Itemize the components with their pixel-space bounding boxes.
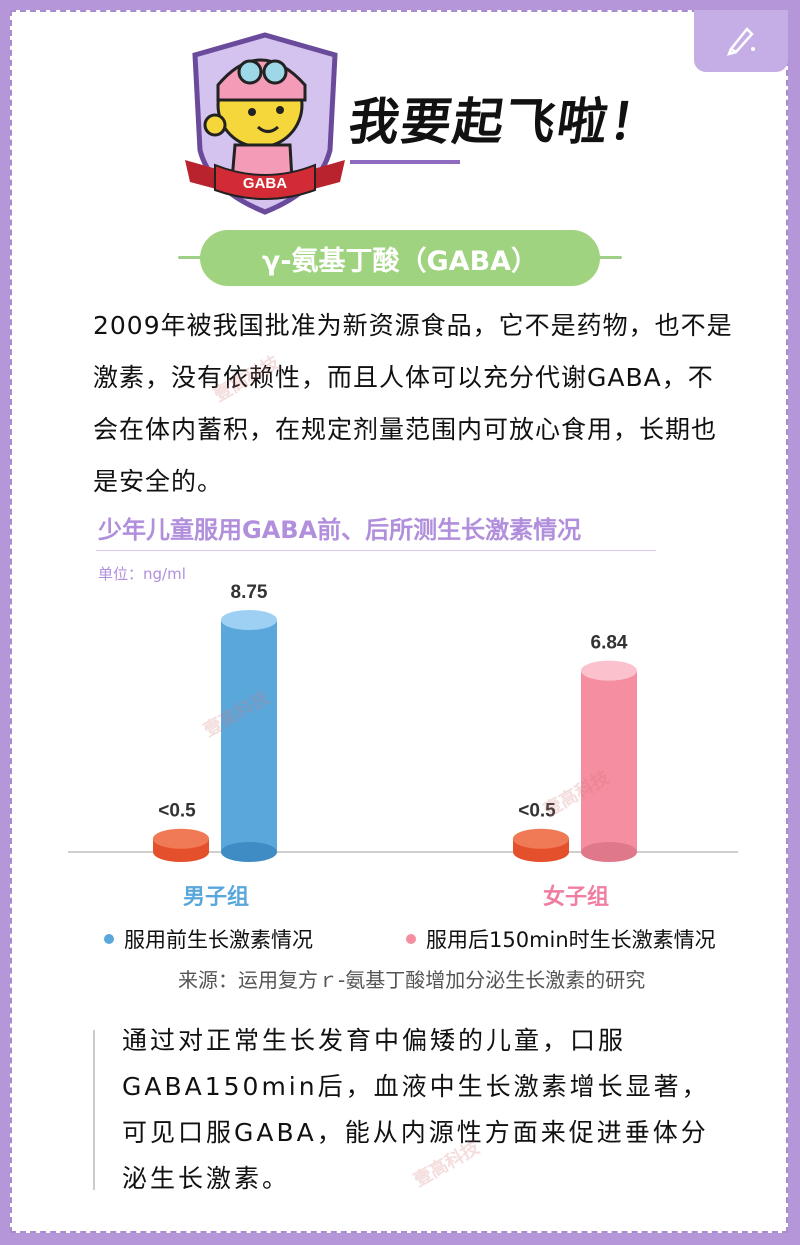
bar-before-top xyxy=(153,828,209,849)
bar-before-value: <0.5 xyxy=(158,801,196,822)
category-label: 女子组 xyxy=(543,884,609,910)
bar-after-value: 8.75 xyxy=(231,582,268,603)
legend-before: 服用前生长激素情况 xyxy=(104,924,313,954)
bar-after-bottom xyxy=(581,842,637,862)
quote-bar xyxy=(93,1030,95,1190)
bar-after-top xyxy=(581,660,637,681)
chart-title: 少年儿童服用GABA前、后所测生长激素情况 xyxy=(98,516,582,544)
poster-card xyxy=(10,10,788,1233)
chart-title-rule xyxy=(96,550,656,551)
heading-pill: γ-氨基丁酸（GABA） xyxy=(200,230,600,286)
legend-before-dot xyxy=(104,934,114,944)
bar-before-value: <0.5 xyxy=(518,801,556,822)
slogan: 我要起飞啦！ xyxy=(345,93,666,151)
corner-tab xyxy=(694,10,788,72)
category-label: 男子组 xyxy=(183,884,249,910)
legend-after: 服用后150min时生长激素情况 xyxy=(406,924,716,954)
bar-after xyxy=(221,620,277,852)
bar-after-bottom xyxy=(221,842,277,862)
section-heading: γ-氨基丁酸（GABA） xyxy=(178,230,622,286)
legend-after-dot xyxy=(406,934,416,944)
slogan-underline xyxy=(350,160,460,164)
bar-after-top xyxy=(221,610,277,630)
chart-unit: 单位：ng/ml xyxy=(98,565,186,583)
bar-after-value: 6.84 xyxy=(591,633,628,654)
intro-paragraph: 2009年被我国批准为新资源食品，它不是药物，也不是激素，没有依赖性，而且人体可… xyxy=(93,311,733,496)
source-note: 来源：运用复方ｒ-氨基丁酸增加分泌生长激素的研究 xyxy=(178,968,646,992)
legend-after-label: 服用后150min时生长激素情况 xyxy=(426,928,716,952)
bar-before-top xyxy=(513,828,569,849)
gaba-mascot-badge: GABA xyxy=(180,30,350,215)
conclusion-paragraph: 通过对正常生长发育中偏矮的儿童，口服GABA150min后，血液中生长激素增长显… xyxy=(122,1026,710,1193)
growth-hormone-chart: <0.5 8.75 男子组 <0.5 6.84 女子组 xyxy=(68,582,738,910)
pen-icon xyxy=(721,19,761,63)
badge-label: GABA xyxy=(243,175,287,192)
bar-after xyxy=(581,670,637,852)
legend-before-label: 服用前生长激素情况 xyxy=(124,928,313,952)
